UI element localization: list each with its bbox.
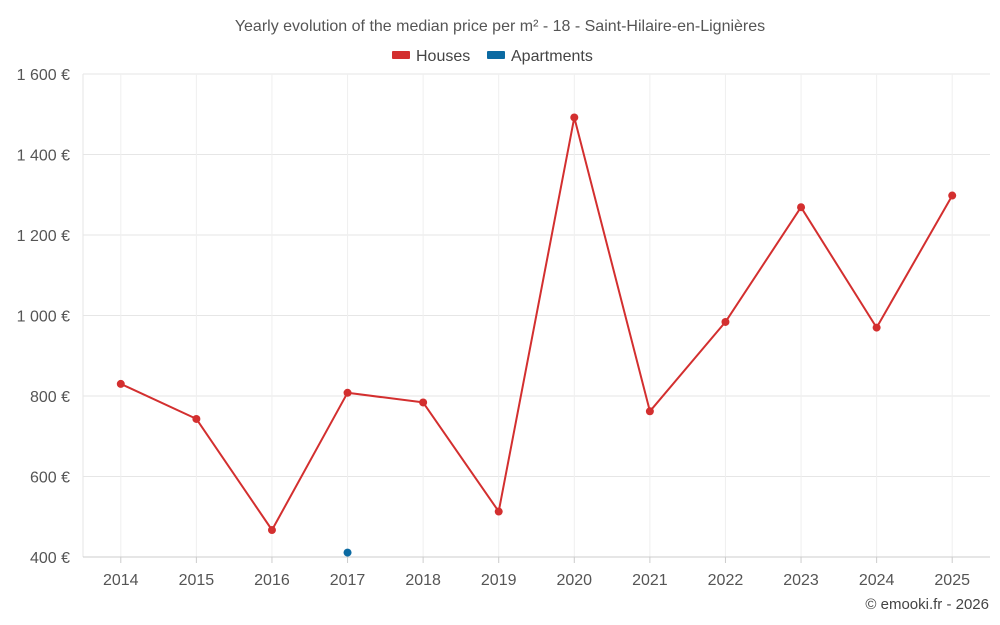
legend[interactable]: Houses Apartments xyxy=(392,48,593,65)
chart-title: Yearly evolution of the median price per… xyxy=(235,18,765,35)
y-tick-label: 600 € xyxy=(30,470,70,487)
legend-swatch-apartments xyxy=(487,51,505,59)
data-point-houses-2019[interactable] xyxy=(494,507,503,516)
x-axis: 2014 2015 2016 2017 2018 2019 2020 2021 2022 2023… xyxy=(83,556,990,589)
x-tick-label: 2014 xyxy=(103,572,139,589)
legend-label-apartments: Apartments xyxy=(511,48,593,65)
legend-item-apartments[interactable]: Apartments xyxy=(487,48,593,65)
x-tick-label: 2017 xyxy=(330,572,366,589)
x-tick-label: 2021 xyxy=(632,572,668,589)
data-point-houses-2024[interactable] xyxy=(872,323,881,332)
series-apartments xyxy=(343,548,352,557)
x-tick-label: 2025 xyxy=(934,572,970,589)
data-point-houses-2025[interactable] xyxy=(948,191,957,200)
y-tick-label: 1 600 € xyxy=(17,67,70,84)
data-point-houses-2015[interactable] xyxy=(192,414,201,423)
y-tick-label: 1 000 € xyxy=(17,309,70,326)
data-point-houses-2014[interactable] xyxy=(116,379,125,388)
data-point-houses-2020[interactable] xyxy=(570,113,579,122)
credit-text: © emooki.fr - 2026 xyxy=(865,596,989,613)
data-point-houses-2016[interactable] xyxy=(267,526,276,535)
grid xyxy=(82,73,990,558)
data-point-houses-2023[interactable] xyxy=(797,203,806,212)
data-point-houses-2018[interactable] xyxy=(419,398,428,407)
y-tick-label: 800 € xyxy=(30,389,70,406)
y-axis: 400 € 600 € 800 € 1 000 € 1 200 € 1 400 € 1 60… xyxy=(17,67,70,567)
x-tick-label: 2018 xyxy=(405,572,441,589)
data-point-houses-2021[interactable] xyxy=(645,407,654,416)
data-point-houses-2022[interactable] xyxy=(721,317,730,326)
x-tick-label: 2019 xyxy=(481,572,517,589)
legend-item-houses[interactable]: Houses xyxy=(392,48,470,65)
series-layer xyxy=(116,113,957,557)
series-houses xyxy=(116,113,957,535)
data-point-houses-2017[interactable] xyxy=(343,388,352,397)
x-tick-label: 2023 xyxy=(783,572,819,589)
data-point-apartments-2017[interactable] xyxy=(343,548,352,557)
x-tick-label: 2024 xyxy=(859,572,895,589)
series-line-houses xyxy=(120,116,954,531)
x-tick-label: 2022 xyxy=(708,572,744,589)
y-tick-label: 1 400 € xyxy=(17,148,70,165)
x-tick-label: 2020 xyxy=(556,572,592,589)
legend-swatch-houses xyxy=(392,51,410,59)
y-tick-label: 1 200 € xyxy=(17,228,70,245)
x-tick-label: 2015 xyxy=(179,572,215,589)
legend-label-houses: Houses xyxy=(416,48,470,65)
x-tick-label: 2016 xyxy=(254,572,290,589)
y-tick-label: 400 € xyxy=(30,550,70,567)
